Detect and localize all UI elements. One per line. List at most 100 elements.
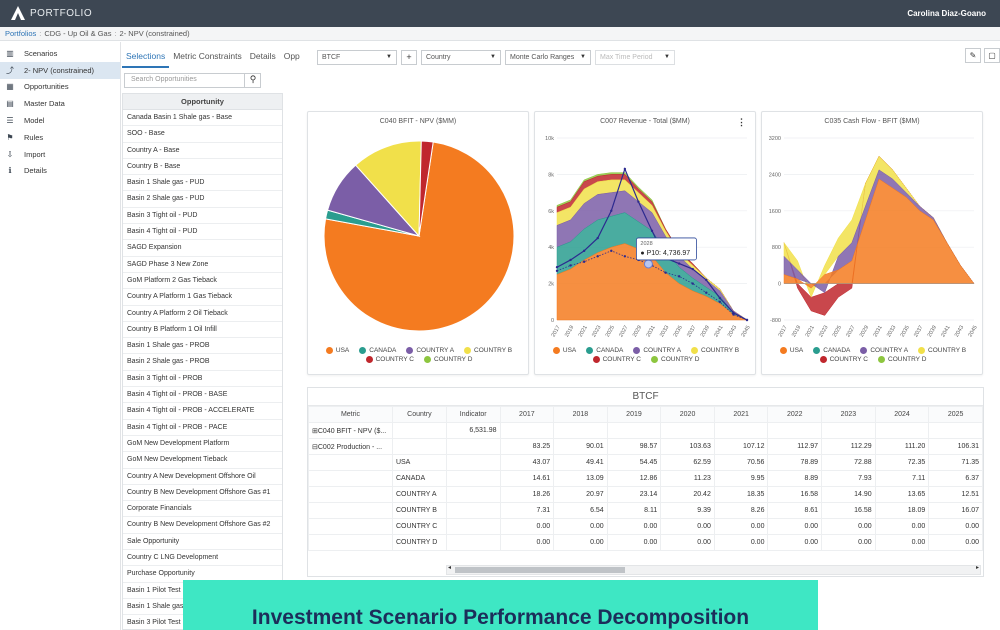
column-header[interactable]: 2021: [713, 406, 769, 423]
list-item[interactable]: Basin 4 Tight oil - PUD: [123, 224, 282, 241]
table-row[interactable]: USA 43.07 49.41 54.45 62.59 70.56 78.89 72.88 72…: [308, 454, 983, 471]
metric-select[interactable]: BTCF ▼: [317, 49, 397, 65]
column-header[interactable]: 2019: [606, 406, 662, 423]
list-item[interactable]: Basin 4 Tight oil - PROB - BASE: [123, 387, 282, 404]
list-item[interactable]: Country A Platform 2 Oil Tieback: [123, 306, 282, 322]
edit-button[interactable]: ✎: [965, 48, 981, 63]
list-item[interactable]: Basin 4 Tight oil - PROB - PACE: [123, 420, 282, 436]
legend-item[interactable]: CANADA: [586, 347, 623, 354]
legend-item[interactable]: COUNTRY D: [651, 356, 699, 363]
legend-item[interactable]: CANADA: [813, 347, 850, 354]
country-select[interactable]: Country ▼: [421, 49, 501, 65]
tab-metric-constraints[interactable]: Metric Constraints: [173, 51, 242, 61]
list-item[interactable]: Sale Opportunity: [123, 534, 282, 551]
horizontal-scrollbar[interactable]: ◂ ▸: [446, 565, 981, 575]
list-item[interactable]: Country A Platform 1 Gas Tieback: [123, 289, 282, 306]
tab-details[interactable]: Details: [249, 51, 276, 61]
breadcrumb-project[interactable]: CDG - Up Oil & Gas: [44, 29, 112, 38]
table-cell: CANADA: [391, 470, 447, 487]
list-item[interactable]: GoM New Development Platform: [123, 436, 282, 453]
list-item[interactable]: Country C LNG Development: [123, 550, 282, 567]
search-input[interactable]: Search Opportunities: [124, 73, 261, 88]
tab-selections[interactable]: Selections: [122, 46, 170, 68]
list-item[interactable]: Country B - Base: [123, 159, 282, 176]
breadcrumb-scenario[interactable]: 2- NPV (constrained): [119, 29, 190, 38]
table-row[interactable]: ⊟C002 Production - ... 83.25 90.01 98.57 103…: [308, 438, 983, 455]
legend-item[interactable]: CANADA: [359, 347, 396, 354]
sidebar-item-scenarios[interactable]: ▥ Scenarios: [0, 45, 120, 62]
sidebar-item-master-data[interactable]: ▤ Master Data: [0, 95, 120, 112]
list-item[interactable]: GoM Platform 2 Gas Tieback: [123, 273, 282, 290]
legend-item[interactable]: COUNTRY B: [918, 347, 966, 354]
sidebar-item-rules[interactable]: ⚑ Rules: [0, 129, 120, 146]
tab-opp[interactable]: Opp: [283, 51, 300, 61]
column-header[interactable]: 2025: [928, 406, 983, 423]
table-row[interactable]: ⊞C040 BFIT - NPV ($... 6,531.98: [308, 422, 983, 439]
legend-item[interactable]: COUNTRY C: [592, 356, 641, 363]
app-logo[interactable]: PORTFOLIO: [10, 5, 92, 21]
column-header[interactable]: Indicator: [445, 406, 501, 423]
scroll-left-icon[interactable]: ◂: [448, 565, 452, 571]
list-item[interactable]: Corporate Financials: [123, 501, 282, 518]
legend-item[interactable]: COUNTRY C: [365, 356, 414, 363]
column-header[interactable]: 2017: [499, 406, 555, 423]
legend-item[interactable]: COUNTRY B: [464, 347, 512, 354]
legend-item[interactable]: COUNTRY A: [633, 347, 681, 354]
table-row[interactable]: COUNTRY D 0.00 0.00 0.00 0.00 0.00 0.00 0.00 0.0…: [308, 534, 983, 551]
table-cell: [553, 422, 608, 439]
column-header[interactable]: 2020: [660, 406, 715, 423]
list-item[interactable]: Basin 1 Shale gas - PROB: [123, 338, 282, 355]
legend-item[interactable]: COUNTRY D: [424, 356, 472, 363]
more-vertical-icon[interactable]: ⋮: [737, 117, 746, 127]
list-item[interactable]: Canada Basin 1 Shale gas - Base: [123, 110, 282, 127]
list-item[interactable]: Basin 4 Tight oil - PROB - ACCELERATE: [123, 403, 282, 420]
list-item[interactable]: Country B Platform 1 Oil Infill: [123, 322, 282, 339]
list-item[interactable]: Basin 3 Tight oil - PROB: [123, 371, 282, 388]
column-header[interactable]: Metric: [308, 406, 393, 423]
list-item[interactable]: Country B New Development Offshore Gas #…: [123, 517, 282, 534]
list-item[interactable]: GoM New Development Tieback: [123, 452, 282, 469]
column-header[interactable]: 2022: [767, 406, 823, 423]
sidebar-item-model[interactable]: ☰ Model: [0, 112, 120, 129]
list-item[interactable]: Basin 3 Tight oil - PUD: [123, 208, 282, 225]
legend-item[interactable]: COUNTRY A: [860, 347, 908, 354]
column-header[interactable]: 2024: [874, 406, 930, 423]
sidebar-item-current-scenario[interactable]: ⤴ 2- NPV (constrained): [0, 61, 120, 79]
table-row[interactable]: CANADA 14.61 13.09 12.86 11.23 9.95 8.89 7.93 7.…: [308, 470, 983, 487]
list-item[interactable]: Country A New Development Offshore Oil: [123, 469, 282, 485]
column-header[interactable]: 2023: [821, 406, 876, 423]
column-header[interactable]: Country: [391, 406, 447, 423]
list-item[interactable]: Basin 2 Shale gas - PUD: [123, 191, 282, 208]
list-item[interactable]: Country B New Development Offshore Gas #…: [123, 485, 282, 502]
layout-button[interactable]: ▢: [984, 48, 1000, 63]
list-item[interactable]: Basin 3 Pilot Test: [123, 615, 282, 629]
legend-item[interactable]: COUNTRY D: [878, 356, 926, 363]
scroll-right-icon[interactable]: ▸: [975, 565, 979, 571]
legend-item[interactable]: COUNTRY A: [406, 347, 454, 354]
sidebar-item-opportunities[interactable]: ▦ Opportunities: [0, 79, 120, 96]
table-row[interactable]: COUNTRY A 18.26 20.97 23.14 20.42 18.35 16.58 1…: [308, 486, 983, 503]
add-button[interactable]: +: [401, 49, 417, 65]
legend-item[interactable]: COUNTRY C: [819, 356, 868, 363]
list-item[interactable]: SAGD Expansion: [123, 240, 282, 257]
list-item[interactable]: Basin 1 Shale gas - PUD: [123, 175, 282, 192]
list-item[interactable]: Country A - Base: [123, 143, 282, 159]
sidebar-item-details[interactable]: ℹ Details: [0, 163, 120, 180]
search-icon[interactable]: ⚲: [244, 73, 261, 88]
table-row[interactable]: COUNTRY B 7.31 6.54 8.11 9.39 8.26 8.61 16.58 18…: [308, 502, 983, 519]
column-header[interactable]: 2018: [553, 406, 608, 423]
list-item[interactable]: SOO - Base: [123, 126, 282, 143]
time-period-select[interactable]: Max Time Period ▼: [595, 49, 675, 65]
range-select[interactable]: Monte Carlo Ranges ▼: [505, 49, 591, 65]
table-row[interactable]: COUNTRY C 0.00 0.00 0.00 0.00 0.00 0.00 0.00 0.0…: [308, 518, 983, 535]
user-menu[interactable]: Carolina Diaz-Goano: [907, 9, 986, 18]
legend-item[interactable]: COUNTRY B: [691, 347, 739, 354]
legend-item[interactable]: USA: [325, 347, 349, 354]
breadcrumb-portfolios[interactable]: Portfolios: [5, 29, 37, 38]
legend-item[interactable]: USA: [779, 347, 803, 354]
sidebar-item-import[interactable]: ⇩ Import: [0, 146, 120, 163]
legend-item[interactable]: USA: [552, 347, 576, 354]
scroll-thumb[interactable]: [455, 567, 625, 573]
list-item[interactable]: SAGD Phase 3 New Zone: [123, 257, 282, 273]
list-item[interactable]: Basin 2 Shale gas - PROB: [123, 354, 282, 371]
